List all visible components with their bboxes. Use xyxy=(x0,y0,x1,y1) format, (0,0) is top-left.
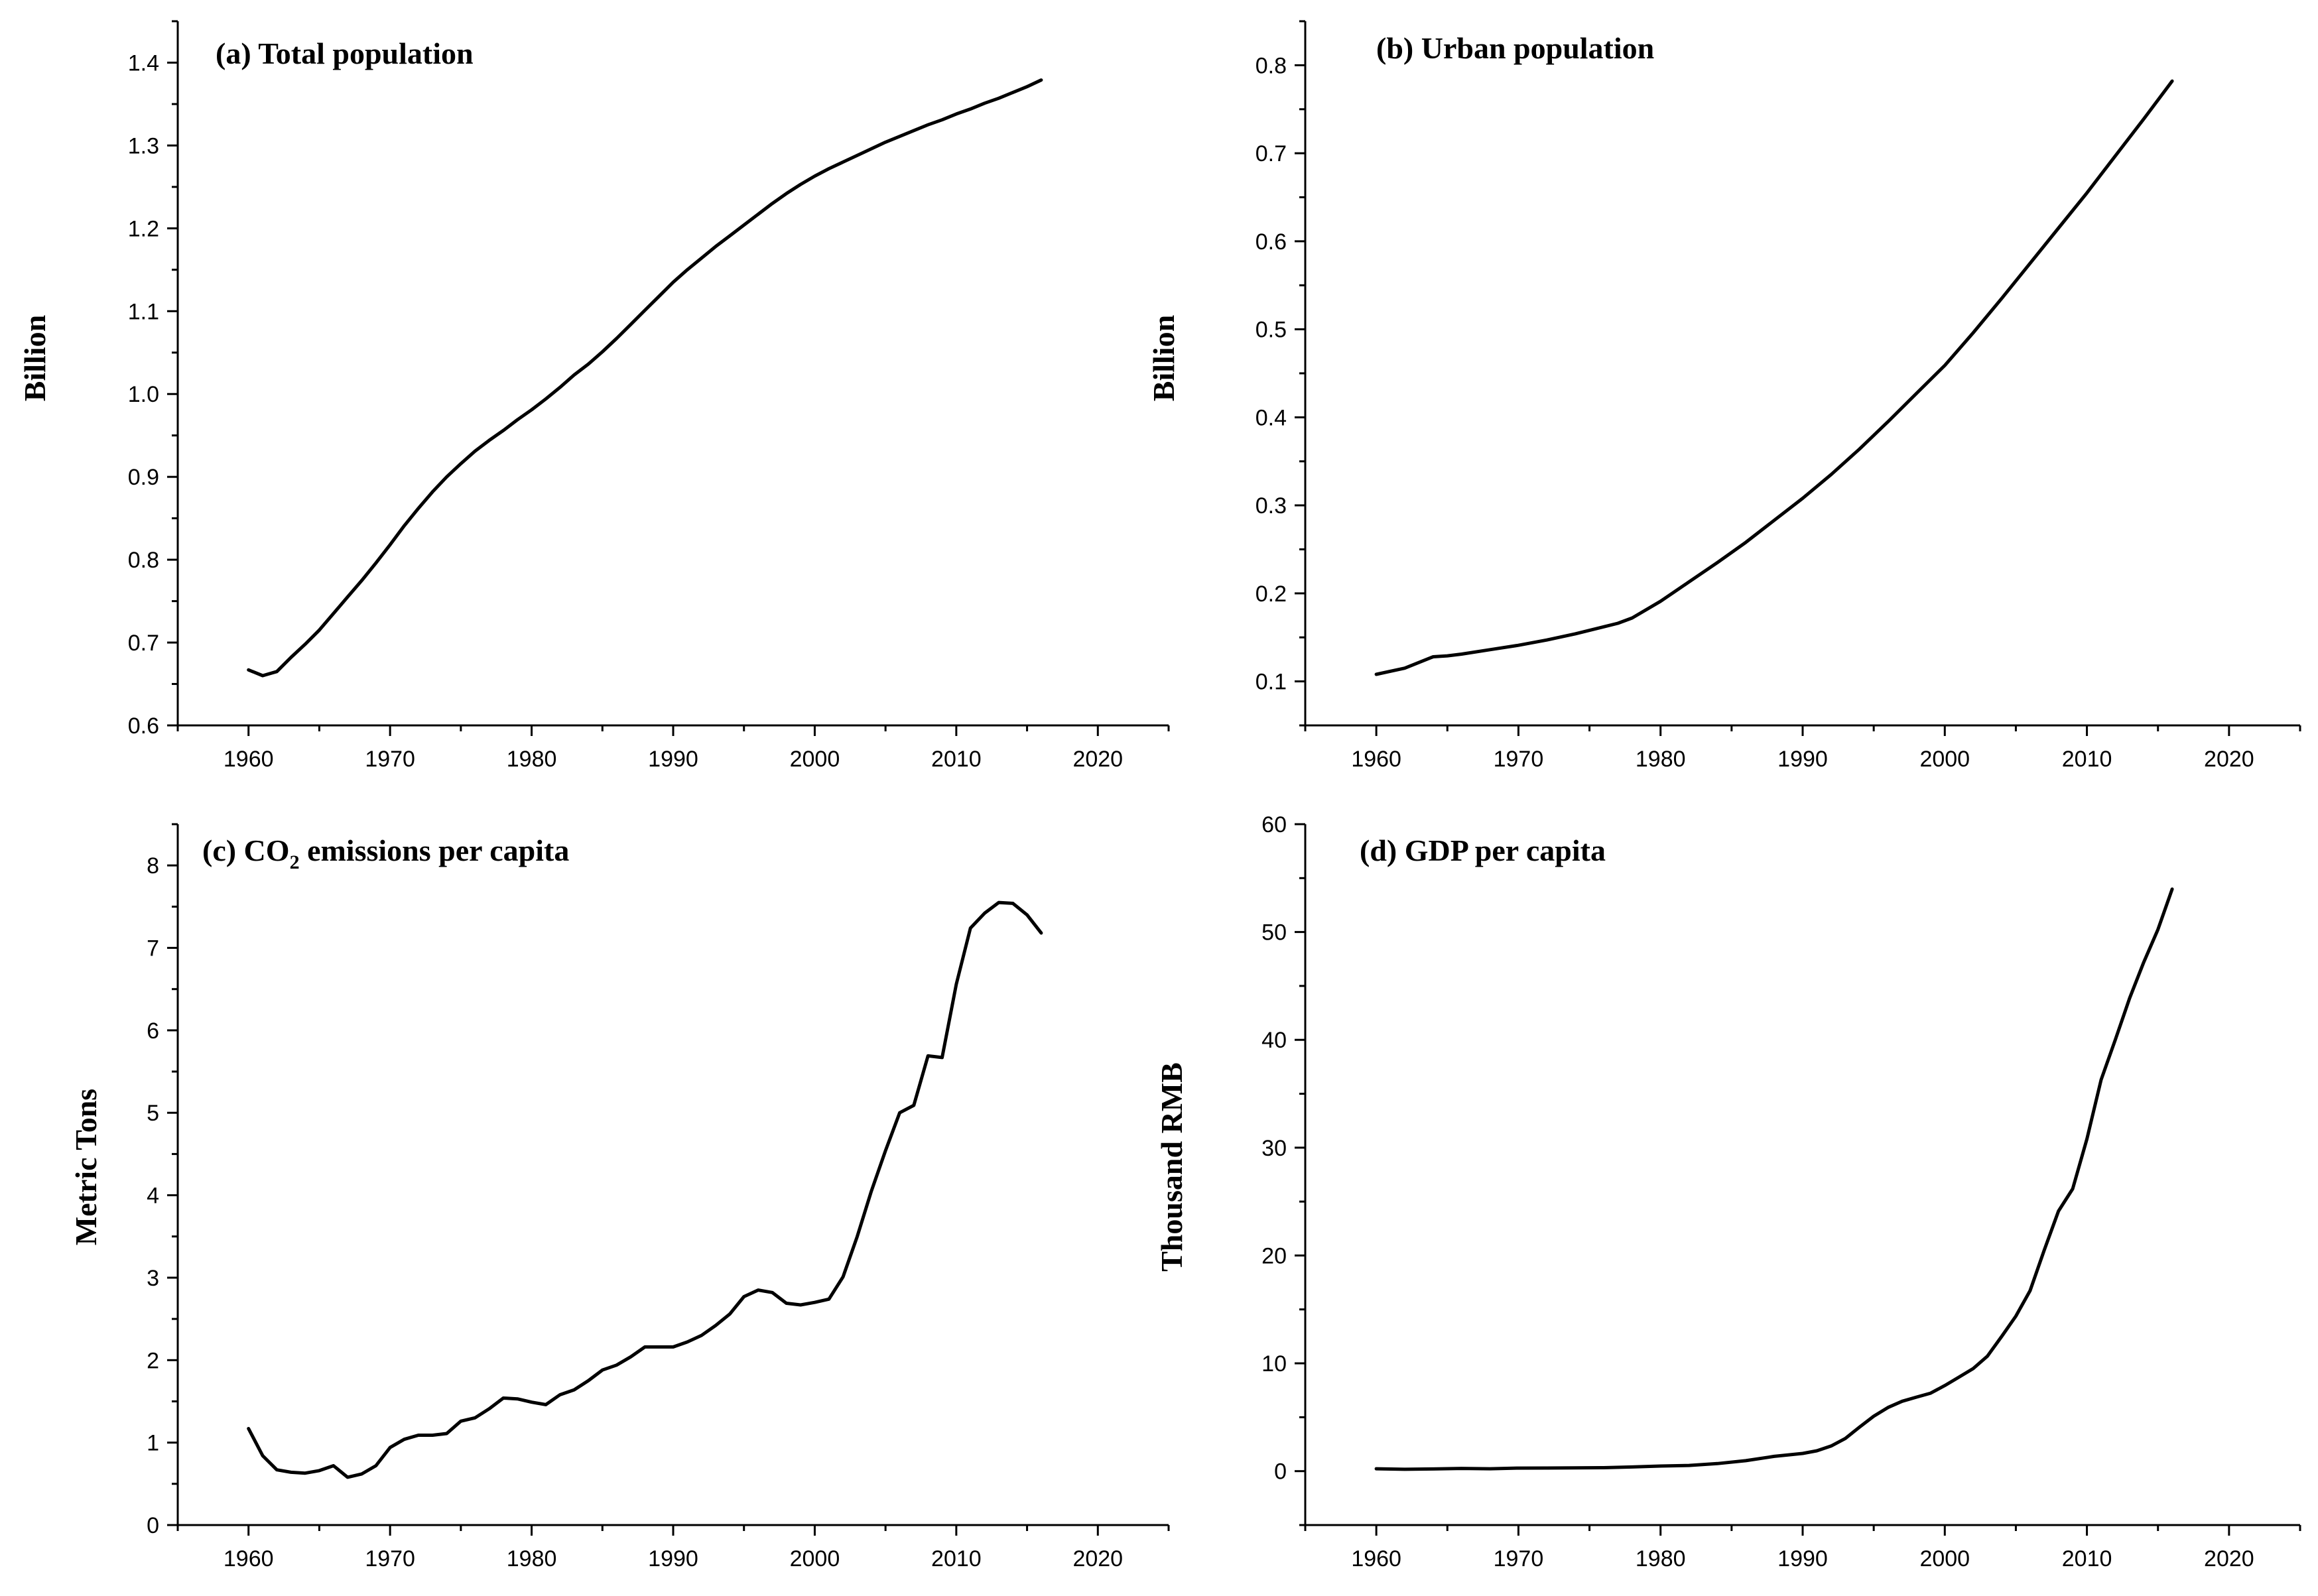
y-axis-title: Metric Tons xyxy=(69,1089,103,1245)
y-tick-label: 7 xyxy=(147,936,159,961)
x-tick-label: 1960 xyxy=(1351,1546,1401,1571)
x-tick-label: 1990 xyxy=(648,747,698,772)
y-tick-label: 2 xyxy=(147,1348,159,1373)
x-tick-label: 1970 xyxy=(365,747,415,772)
y-tick-label: 8 xyxy=(147,853,159,879)
x-tick-label: 1980 xyxy=(1636,1546,1686,1571)
y-tick-label: 0.6 xyxy=(128,713,159,739)
y-tick-label: 1.2 xyxy=(128,216,159,241)
x-tick-label: 2010 xyxy=(931,1546,982,1571)
y-tick-label: 3 xyxy=(147,1266,159,1291)
x-tick-label: 2000 xyxy=(1919,1546,1970,1571)
x-tick-label: 2000 xyxy=(1919,747,1970,772)
x-tick-label: 2020 xyxy=(2204,747,2254,772)
panel-title-main: (b) Urban population xyxy=(1376,31,1654,65)
y-tick-label: 10 xyxy=(1261,1351,1287,1377)
series-line xyxy=(1374,887,2174,1471)
panel-a-total-population: 1960 1970 1980 1990 2000 2010 2020 0.6 0.7 0.8 0.9… xyxy=(18,20,1170,772)
x-tick-label: 2010 xyxy=(2062,1546,2112,1571)
x-tick-label: 1990 xyxy=(1777,747,1828,772)
y-tick-label: 0.9 xyxy=(128,465,159,490)
panel-title-suffix: emissions per capita xyxy=(300,833,570,867)
y-tick-label: 0.1 xyxy=(1256,670,1287,695)
x-tick-label: 2000 xyxy=(790,1546,840,1571)
series-line xyxy=(1374,79,2174,676)
panel-title-main: (d) GDP per capita xyxy=(1360,833,1606,867)
y-tick-label: 1.0 xyxy=(128,382,159,407)
y-tick-label: 0.8 xyxy=(1256,53,1287,78)
y-tick-label: 1.1 xyxy=(128,299,159,324)
x-tick-label: 1960 xyxy=(224,747,274,772)
panel-d-gdp-per-capita: 1960 1970 1980 1990 2000 2010 2020 0 10 20 30 40 50 6… xyxy=(1155,812,2301,1571)
y-tick-label: 0.7 xyxy=(128,631,159,656)
y-tick-label: 0.7 xyxy=(1256,141,1287,166)
x-tick-label: 2000 xyxy=(790,747,840,772)
y-tick-label: 0 xyxy=(1274,1459,1287,1485)
y-tick-label: 6 xyxy=(147,1018,159,1044)
panel-title: (d) GDP per capita xyxy=(1360,833,1606,867)
y-tick-label: 60 xyxy=(1261,812,1287,837)
panel-title-main: (a) Total population xyxy=(216,36,474,70)
series-line xyxy=(247,78,1043,678)
panel-title: (b) Urban population xyxy=(1376,31,1654,65)
x-tick-label: 1980 xyxy=(507,1546,557,1571)
y-axis-title: Billion xyxy=(1147,315,1181,401)
y-axis-title: Billion xyxy=(18,315,52,401)
series-line xyxy=(247,900,1043,1479)
panel-b-urban-population: 1960 1970 1980 1990 2000 2010 2020 0.1 0.2 0.3 0.4… xyxy=(1147,20,2301,772)
y-axis-title: Thousand RMB xyxy=(1155,1062,1189,1272)
y-tick-label: 5 xyxy=(147,1101,159,1126)
x-tick-label: 1960 xyxy=(224,1546,274,1571)
panel-title: (c) CO2 emissions per capita xyxy=(202,833,569,873)
y-tick-label: 0 xyxy=(147,1513,159,1538)
y-tick-label: 4 xyxy=(147,1184,159,1209)
panel-c-co2-emissions: 1960 1970 1980 1990 2000 2010 2020 0 1 2 3 4 5 6 7 8 Met… xyxy=(69,823,1170,1571)
y-tick-label: 0.5 xyxy=(1256,318,1287,343)
x-tick-label: 1960 xyxy=(1351,747,1401,772)
x-tick-label: 2020 xyxy=(1072,1546,1123,1571)
x-tick-label: 1990 xyxy=(1777,1546,1828,1571)
y-tick-label: 0.8 xyxy=(128,548,159,573)
panel-title-main: (c) CO xyxy=(202,833,290,867)
x-tick-label: 2020 xyxy=(2204,1546,2254,1571)
x-tick-label: 1980 xyxy=(1636,747,1686,772)
y-tick-label: 40 xyxy=(1261,1028,1287,1053)
y-tick-label: 30 xyxy=(1261,1136,1287,1161)
y-tick-label: 1.4 xyxy=(128,50,159,76)
panel-title: (a) Total population xyxy=(216,36,474,70)
y-tick-label: 0.6 xyxy=(1256,229,1287,255)
panel-title-subscript: 2 xyxy=(290,851,300,873)
y-tick-label: 1.3 xyxy=(128,133,159,158)
y-tick-label: 20 xyxy=(1261,1243,1287,1268)
y-tick-label: 0.4 xyxy=(1256,405,1287,430)
y-tick-label: 50 xyxy=(1261,920,1287,946)
x-tick-label: 1970 xyxy=(365,1546,415,1571)
y-tick-label: 1 xyxy=(147,1431,159,1456)
x-tick-label: 1980 xyxy=(507,747,557,772)
x-tick-label: 1970 xyxy=(1494,747,1544,772)
x-tick-label: 2020 xyxy=(1072,747,1123,772)
y-tick-label: 0.3 xyxy=(1256,493,1287,519)
x-tick-label: 1990 xyxy=(648,1546,698,1571)
x-tick-label: 2010 xyxy=(931,747,982,772)
x-tick-label: 1970 xyxy=(1494,1546,1544,1571)
y-tick-label: 0.2 xyxy=(1256,582,1287,607)
x-tick-label: 2010 xyxy=(2062,747,2112,772)
